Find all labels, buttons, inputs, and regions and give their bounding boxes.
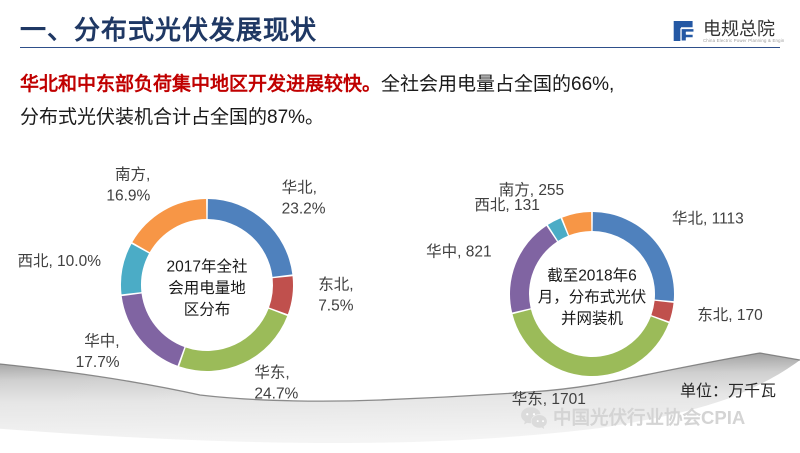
svg-text:月，分布式光伏: 月，分布式光伏 xyxy=(538,288,647,306)
svg-text:华东, 1701: 华东, 1701 xyxy=(512,390,586,408)
svg-text:西北, 10.0%: 西北, 10.0% xyxy=(17,252,101,270)
svg-text:16.9%: 16.9% xyxy=(106,187,150,204)
svg-text:截至2018年6: 截至2018年6 xyxy=(547,267,637,285)
svg-text:并网装机: 并网装机 xyxy=(561,309,624,327)
svg-text:东北,: 东北, xyxy=(318,276,353,294)
svg-text:17.7%: 17.7% xyxy=(76,354,120,371)
svg-text:华北, 1113: 华北, 1113 xyxy=(672,210,744,228)
svg-text:南方,: 南方, xyxy=(115,165,150,183)
svg-text:南方, 255: 南方, 255 xyxy=(499,181,564,199)
svg-text:7.5%: 7.5% xyxy=(318,298,354,315)
svg-text:2017年全社: 2017年全社 xyxy=(167,258,248,276)
svg-text:华中, 821: 华中, 821 xyxy=(426,242,491,260)
svg-text:24.7%: 24.7% xyxy=(254,386,298,403)
svg-text:会用电量地: 会用电量地 xyxy=(168,279,246,297)
svg-text:华北,: 华北, xyxy=(282,179,317,197)
svg-text:东北, 170: 东北, 170 xyxy=(697,306,763,324)
svg-text:区分布: 区分布 xyxy=(184,300,231,318)
svg-text:23.2%: 23.2% xyxy=(282,201,326,218)
svg-text:华东,: 华东, xyxy=(254,364,289,382)
svg-text:华中,: 华中, xyxy=(84,332,119,350)
